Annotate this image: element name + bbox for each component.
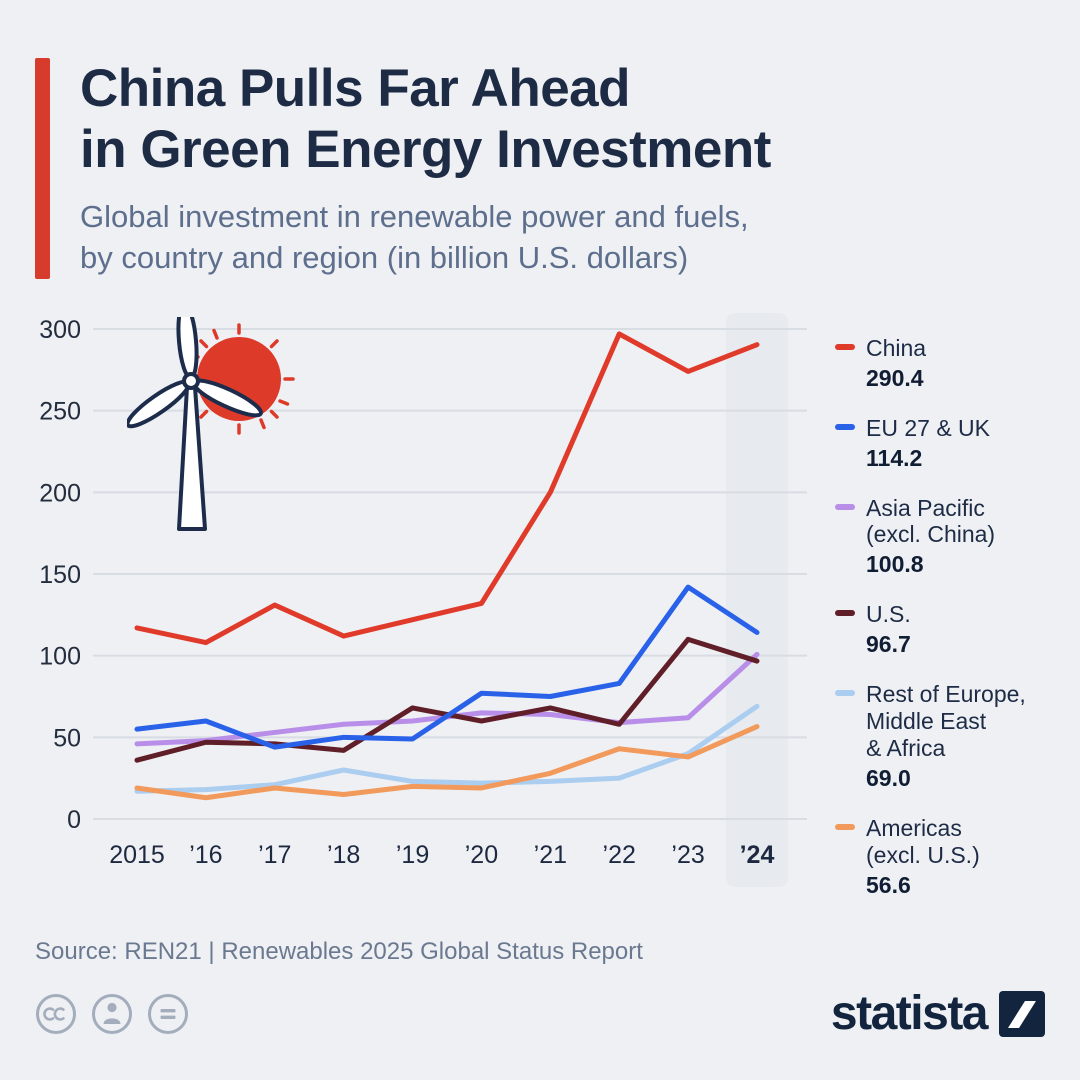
legend-series-label: China bbox=[866, 334, 927, 361]
x-tick-label: ’17 bbox=[258, 841, 291, 869]
source-line: Source: REN21 | Renewables 2025 Global S… bbox=[35, 937, 643, 965]
legend-series-label: Rest of Europe, Middle East & Africa bbox=[866, 681, 1026, 762]
x-tick-label: 2015 bbox=[109, 841, 165, 869]
title-line-1: China Pulls Far Ahead bbox=[80, 59, 631, 118]
footer-row: statista bbox=[35, 986, 1045, 1040]
legend-item: China 290.4 bbox=[835, 335, 1045, 392]
page-title: China Pulls Far Ahead in Green Energy In… bbox=[80, 58, 771, 181]
page-subtitle: Global investment in renewable power and… bbox=[80, 197, 771, 279]
series-color-dash bbox=[835, 343, 855, 350]
series-line-4 bbox=[134, 703, 760, 794]
legend-item: EU 27 & UK 114.2 bbox=[835, 415, 1045, 472]
legend-series-value: 114.2 bbox=[866, 444, 923, 471]
series-color-dash bbox=[835, 824, 855, 830]
chart-svg: 0 50 100 150 200 250 300 2015 ’16 ’17 ’18 ’19 ’20 ’21… bbox=[39, 312, 807, 887]
legend-item: Americas (excl. U.S.) 56.6 bbox=[835, 815, 1045, 899]
y-tick-label: 50 bbox=[53, 724, 81, 752]
series-color-dash bbox=[835, 423, 855, 430]
y-tick-label: 150 bbox=[39, 561, 81, 589]
no-derivatives-icon bbox=[148, 993, 188, 1034]
legend: China 290.4 EU 27 & UK 114.2 Asia Pacific (e… bbox=[835, 305, 1045, 900]
statista-logo-icon bbox=[999, 990, 1045, 1037]
x-tick-label: ’16 bbox=[189, 841, 222, 869]
y-tick-label: 250 bbox=[39, 397, 81, 425]
legend-series-label: Asia Pacific (excl. China) bbox=[866, 494, 996, 548]
subtitle-line-1: Global investment in renewable power and… bbox=[80, 198, 749, 234]
legend-series-label: Americas (excl. U.S.) bbox=[866, 815, 980, 868]
series-line-0 bbox=[134, 331, 760, 645]
y-tick-label: 100 bbox=[39, 642, 81, 670]
series-color-dash bbox=[835, 690, 855, 697]
series-color-dash bbox=[835, 503, 855, 510]
series-line-1 bbox=[134, 584, 760, 750]
title-line-2: in Green Energy Investment bbox=[80, 120, 771, 180]
legend-series-value: 56.6 bbox=[866, 871, 911, 898]
cc-license-icon bbox=[36, 993, 76, 1034]
legend-item: Asia Pacific (excl. China) 100.8 bbox=[835, 495, 1045, 579]
x-tick-label: ’18 bbox=[327, 841, 360, 869]
highlight-band bbox=[726, 312, 788, 887]
series-line-5 bbox=[134, 723, 760, 801]
chart-section: 0 50 100 150 200 250 300 2015 ’16 ’17 ’18 ’19 ’20 ’21… bbox=[35, 305, 1045, 900]
x-tick-label: ’21 bbox=[534, 841, 567, 869]
legend-item: U.S. 96.7 bbox=[835, 601, 1045, 658]
statista-logo: statista bbox=[830, 986, 1045, 1040]
x-tick-label: ’20 bbox=[465, 841, 498, 869]
legend-series-label: U.S. bbox=[866, 601, 911, 628]
legend-series-value: 290.4 bbox=[866, 364, 924, 391]
legend-item: Rest of Europe, Middle East & Africa 69.0 bbox=[835, 681, 1045, 792]
subtitle-line-2: by country and region (in billion U.S. d… bbox=[80, 239, 689, 275]
legend-series-value: 69.0 bbox=[866, 765, 911, 791]
series-line-3 bbox=[134, 636, 760, 763]
y-tick-label: 300 bbox=[39, 316, 81, 344]
x-tick-label: ’22 bbox=[603, 841, 636, 869]
cc-license-icons bbox=[35, 993, 189, 1035]
series-color-dash bbox=[835, 610, 855, 617]
attribution-icon bbox=[92, 993, 132, 1034]
y-tick-label: 0 bbox=[67, 806, 81, 834]
x-tick-label: ’23 bbox=[671, 841, 704, 869]
statista-wordmark: statista bbox=[830, 986, 989, 1040]
chart-wrapper: 0 50 100 150 200 250 300 2015 ’16 ’17 ’18 ’19 ’20 ’21… bbox=[35, 305, 835, 900]
header-text: China Pulls Far Ahead in Green Energy In… bbox=[80, 58, 771, 279]
y-tick-label: 200 bbox=[39, 479, 81, 507]
legend-series-value: 100.8 bbox=[866, 551, 924, 578]
legend-series-value: 96.7 bbox=[866, 631, 911, 658]
accent-bar bbox=[35, 58, 50, 279]
x-tick-label: ’19 bbox=[396, 841, 429, 869]
header: China Pulls Far Ahead in Green Energy In… bbox=[35, 58, 1045, 279]
x-tick-label: ’24 bbox=[740, 841, 775, 869]
legend-series-label: EU 27 & UK bbox=[866, 414, 990, 441]
